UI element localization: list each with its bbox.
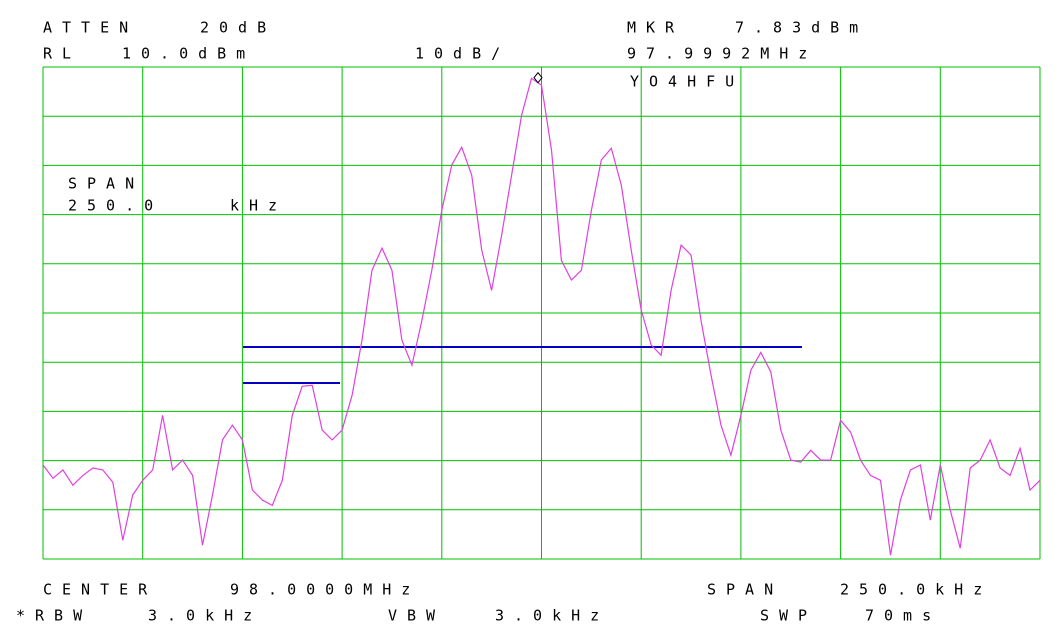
vbw-value: 3.0kHz [495, 607, 609, 625]
trace-layer [42, 71, 1041, 556]
grid [42, 66, 1041, 560]
rl-value: 10.0dBm [122, 45, 255, 63]
atten-label: ATTEN [43, 19, 138, 37]
rbw-value: 3.0kHz [148, 607, 262, 625]
marker-value: 7.83dBm [735, 19, 868, 37]
footer-span-value: 250.0kHz [840, 581, 992, 599]
span-label: SPAN [68, 175, 144, 193]
atten-value: 20dB [200, 19, 276, 37]
trace [42, 77, 1041, 556]
callsign: YO4HFU [630, 73, 744, 91]
marker-freq: 97.9992MHz [627, 45, 817, 63]
center-label: CENTER [43, 581, 157, 599]
marker [533, 71, 543, 84]
center-value: 98.0000MHz [230, 581, 420, 599]
span-unit: kHz [230, 197, 287, 215]
footer-span-label: SPAN [707, 581, 783, 599]
scale: 10dB/ [415, 45, 510, 63]
swp-label: SWP [760, 607, 817, 625]
rbw-label: *RBW [16, 607, 92, 625]
rl-label: RL [43, 45, 81, 63]
vbw-label: VBW [388, 607, 445, 625]
marker-label: MKR [627, 19, 684, 37]
swp-value: 70ms [865, 607, 941, 625]
span-value: 250.0 [68, 197, 163, 215]
